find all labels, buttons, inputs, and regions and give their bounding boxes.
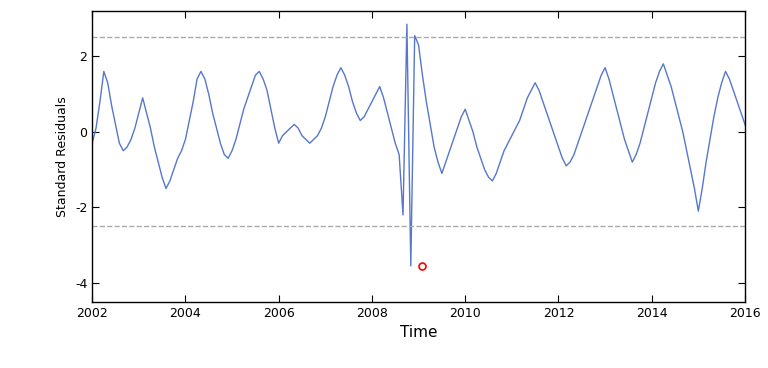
X-axis label: Time: Time: [400, 325, 437, 340]
Y-axis label: Standard Residuals: Standard Residuals: [56, 96, 69, 217]
